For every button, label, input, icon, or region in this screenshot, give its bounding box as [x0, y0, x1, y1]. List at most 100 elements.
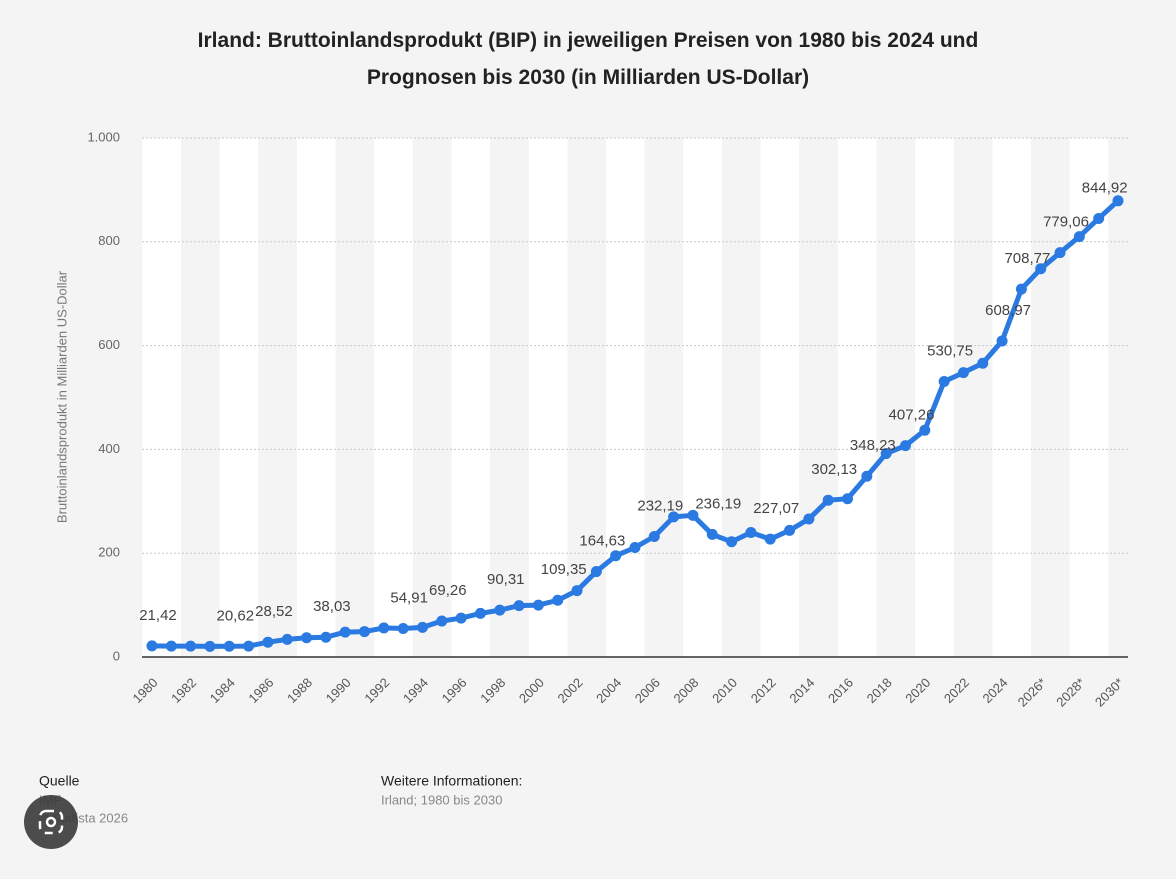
source-title: Quelle: [39, 773, 80, 789]
point: [416, 621, 428, 633]
point: [938, 376, 950, 388]
lens-dot: [45, 816, 57, 828]
data-label: 164,63: [579, 533, 625, 550]
point: [842, 493, 854, 505]
chart-title-line2: Prognosen bis 2030 (in Milliarden US-Dol…: [367, 66, 809, 89]
y-axis-label: Bruttoinlandsprodukt in Milliarden US-Do…: [54, 270, 69, 523]
stripes: [142, 138, 1109, 657]
point: [320, 631, 332, 643]
y-tick-label: 1.000: [87, 129, 120, 144]
point: [262, 636, 274, 648]
point: [397, 623, 409, 635]
point: [629, 541, 641, 553]
point: [494, 604, 506, 616]
point: [339, 626, 351, 638]
info-title: Weitere Informationen:: [381, 773, 522, 789]
point: [455, 612, 467, 624]
data-label: 69,26: [429, 582, 467, 599]
point: [880, 448, 892, 460]
stripe: [760, 138, 800, 657]
point: [648, 530, 660, 542]
data-label: 348,23: [850, 437, 896, 454]
y-tick-label: 0: [113, 648, 120, 663]
point: [281, 633, 293, 645]
point: [726, 536, 738, 548]
point: [204, 640, 216, 652]
stripe: [296, 138, 336, 657]
stripe: [528, 138, 568, 657]
point: [977, 357, 989, 369]
point: [784, 524, 796, 536]
point: [359, 626, 371, 638]
info: Irland; 1980 bis 2030: [381, 792, 502, 807]
data-label: 90,31: [487, 571, 525, 588]
point: [1093, 212, 1105, 224]
y-tick-label: 400: [98, 441, 120, 456]
point: [146, 640, 158, 652]
point: [919, 424, 931, 436]
point: [1054, 247, 1066, 259]
point: [764, 533, 776, 545]
stripe: [219, 138, 259, 657]
point: [513, 600, 525, 612]
chart-title: Irland: Bruttoinlandsprodukt (BIP) in je…: [198, 29, 979, 52]
point: [590, 566, 602, 578]
point: [571, 585, 583, 597]
point: [610, 550, 622, 562]
data-label: 38,03: [313, 598, 351, 615]
stripe: [451, 138, 491, 657]
stripe: [606, 138, 645, 657]
point: [436, 615, 448, 627]
point: [223, 640, 235, 652]
y-tick-label: 200: [98, 545, 120, 560]
point: [474, 607, 486, 619]
data-label: 54,91: [390, 589, 428, 606]
point: [687, 509, 699, 521]
data-label: 844,92: [1082, 179, 1128, 196]
data-label: 20,62: [217, 607, 255, 624]
point: [745, 526, 757, 538]
data-label: 779,06: [1043, 214, 1089, 231]
point: [165, 640, 177, 652]
lens-button[interactable]: [24, 795, 78, 849]
point: [1112, 195, 1124, 207]
point: [1035, 263, 1047, 275]
point: [185, 640, 197, 652]
point: [532, 599, 544, 611]
point: [552, 594, 564, 606]
point: [822, 494, 834, 506]
data-label: 530,75: [927, 343, 973, 360]
stripe: [915, 138, 954, 657]
lens-icon: [38, 809, 64, 835]
point: [803, 513, 815, 525]
point: [899, 440, 911, 452]
data-label: 608,97: [985, 302, 1031, 319]
stripe: [683, 138, 722, 657]
point: [861, 470, 873, 482]
lens-circle[interactable]: [24, 795, 78, 849]
data-label: 708,77: [1004, 250, 1050, 267]
data-label: 227,07: [753, 500, 799, 517]
stripe: [142, 138, 181, 657]
data-label: 28,52: [255, 603, 293, 620]
point: [668, 511, 680, 523]
point: [1015, 283, 1027, 295]
data-label: 236,19: [695, 495, 741, 512]
data-label: 21,42: [139, 607, 177, 624]
y-tick-label: 800: [98, 233, 120, 248]
point: [301, 632, 313, 644]
data-label: 232,19: [637, 497, 683, 514]
stripe: [992, 138, 1032, 657]
stripe: [837, 138, 877, 657]
stripe: [374, 138, 413, 657]
data-label: 302,13: [811, 461, 857, 478]
data-label: 407,26: [889, 407, 935, 424]
point: [1073, 231, 1085, 243]
point: [243, 640, 255, 652]
point: [706, 528, 718, 540]
point: [378, 622, 390, 634]
point: [996, 335, 1008, 347]
